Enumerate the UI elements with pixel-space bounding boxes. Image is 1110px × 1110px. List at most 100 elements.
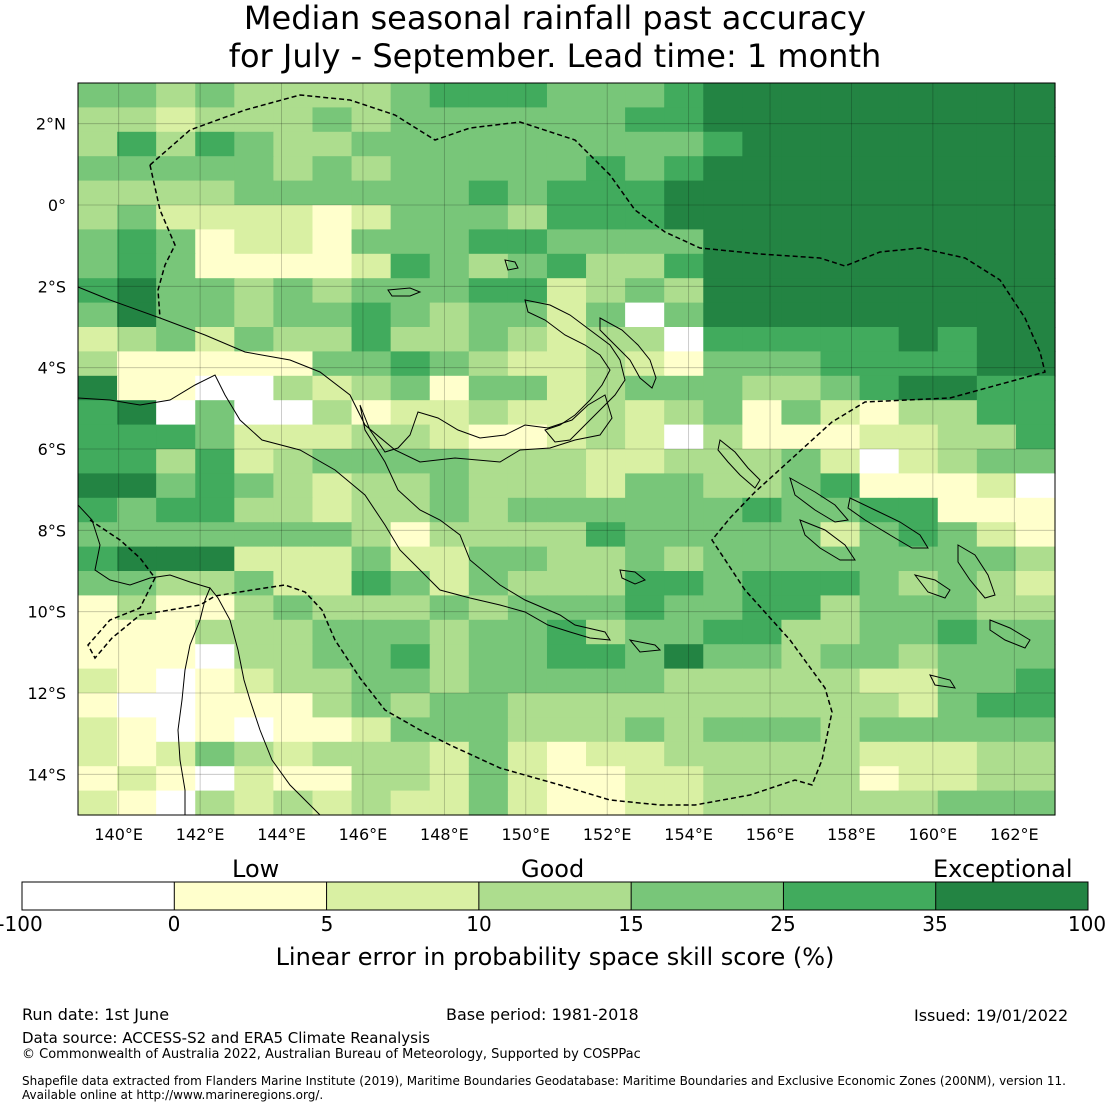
- skill-grid-cells: [78, 83, 1056, 816]
- grid-cell: [273, 546, 314, 572]
- grid-cell: [781, 156, 822, 182]
- grid-cell: [234, 595, 274, 621]
- grid-cell: [351, 375, 392, 401]
- grid-cell: [117, 375, 157, 401]
- grid-cell: [820, 741, 861, 767]
- grid-cell: [429, 449, 470, 474]
- grid-cell: [898, 741, 939, 767]
- grid-cell: [351, 424, 392, 450]
- grid-cell: [781, 693, 822, 718]
- grid-cell: [781, 205, 822, 230]
- grid-cell: [312, 473, 353, 499]
- grid-cell: [1015, 375, 1056, 401]
- grid-cell: [586, 693, 626, 718]
- grid-cell: [742, 229, 783, 255]
- grid-cell: [351, 400, 392, 426]
- grid-cell: [234, 83, 274, 108]
- grid-cell: [507, 449, 548, 474]
- grid-cell: [351, 253, 392, 279]
- grid-cell: [312, 180, 353, 206]
- grid-cell: [312, 229, 353, 255]
- grid-cell: [859, 790, 900, 816]
- grid-cell: [859, 205, 900, 230]
- grid-cell: [781, 571, 822, 596]
- grid-cell: [195, 302, 235, 328]
- grid-cell: [468, 790, 509, 816]
- grid-cell: [781, 83, 822, 108]
- grid-cell: [273, 717, 314, 743]
- grid-cell: [586, 253, 626, 279]
- grid-cell: [937, 156, 978, 182]
- grid-cell: [429, 546, 470, 572]
- grid-cell: [507, 522, 548, 548]
- grid-cell: [117, 131, 157, 157]
- grid-cell: [195, 156, 235, 182]
- grid-cell: [351, 351, 392, 377]
- grid-cell: [703, 131, 743, 157]
- grid-cell: [937, 644, 978, 670]
- grid-cell: [586, 668, 626, 694]
- grid-cell: [546, 668, 587, 694]
- grid-cell: [1015, 424, 1056, 450]
- grid-cell: [703, 473, 743, 499]
- grid-cell: [78, 180, 118, 206]
- grid-cell: [468, 644, 509, 670]
- grid-cell: [625, 473, 665, 499]
- grid-cell: [78, 205, 118, 230]
- grid-cell: [820, 83, 861, 108]
- grid-cell: [546, 180, 587, 206]
- grid-cell: [507, 619, 548, 645]
- grid-cell: [195, 668, 235, 694]
- grid-cell: [273, 278, 314, 304]
- grid-cell: [195, 424, 235, 450]
- grid-cell: [351, 327, 392, 352]
- grid-cell: [703, 619, 743, 645]
- grid-cell: [351, 717, 392, 743]
- grid-cell: [78, 302, 118, 328]
- grid-cell: [625, 668, 665, 694]
- grid-cell: [273, 229, 314, 255]
- copyright-notice: © Commonwealth of Australia 2022, Austra…: [22, 1047, 641, 1062]
- grid-cell: [859, 278, 900, 304]
- grid-cell: [586, 473, 626, 499]
- grid-cell: [468, 473, 509, 499]
- grid-cell: [195, 619, 235, 645]
- grid-cell: [742, 790, 783, 816]
- grid-cell: [390, 424, 431, 450]
- grid-cell: [781, 180, 822, 206]
- grid-cell: [976, 571, 1017, 596]
- grid-cell: [820, 497, 861, 523]
- grid-cell: [156, 717, 196, 743]
- grid-cell: [351, 546, 392, 572]
- grid-cell: [703, 790, 743, 816]
- grid-cell: [820, 302, 861, 328]
- grid-cell: [507, 766, 548, 792]
- grid-cell: [468, 351, 509, 377]
- grid-cell: [664, 351, 704, 377]
- grid-cell: [546, 644, 587, 670]
- grid-cell: [742, 571, 783, 596]
- grid-cell: [390, 693, 431, 718]
- grid-cell: [468, 668, 509, 694]
- grid-cell: [937, 205, 978, 230]
- grid-cell: [195, 351, 235, 377]
- grid-cell: [898, 205, 939, 230]
- grid-cell: [468, 400, 509, 426]
- grid-cell: [664, 253, 704, 279]
- grid-cell: [937, 449, 978, 474]
- grid-cell: [976, 400, 1017, 426]
- longitude-tick-label: 142°E: [176, 825, 225, 844]
- grid-cell: [546, 375, 587, 401]
- grid-cell: [234, 156, 274, 182]
- grid-cell: [546, 229, 587, 255]
- grid-cell: [976, 302, 1017, 328]
- grid-cell: [976, 205, 1017, 230]
- grid-cell: [742, 522, 783, 548]
- grid-cell: [234, 400, 274, 426]
- grid-cell: [507, 205, 548, 230]
- grid-cell: [468, 571, 509, 596]
- colorbar-frame: [21, 881, 1089, 911]
- grid-cell: [859, 107, 900, 133]
- grid-cell: [898, 522, 939, 548]
- grid-cell: [742, 693, 783, 718]
